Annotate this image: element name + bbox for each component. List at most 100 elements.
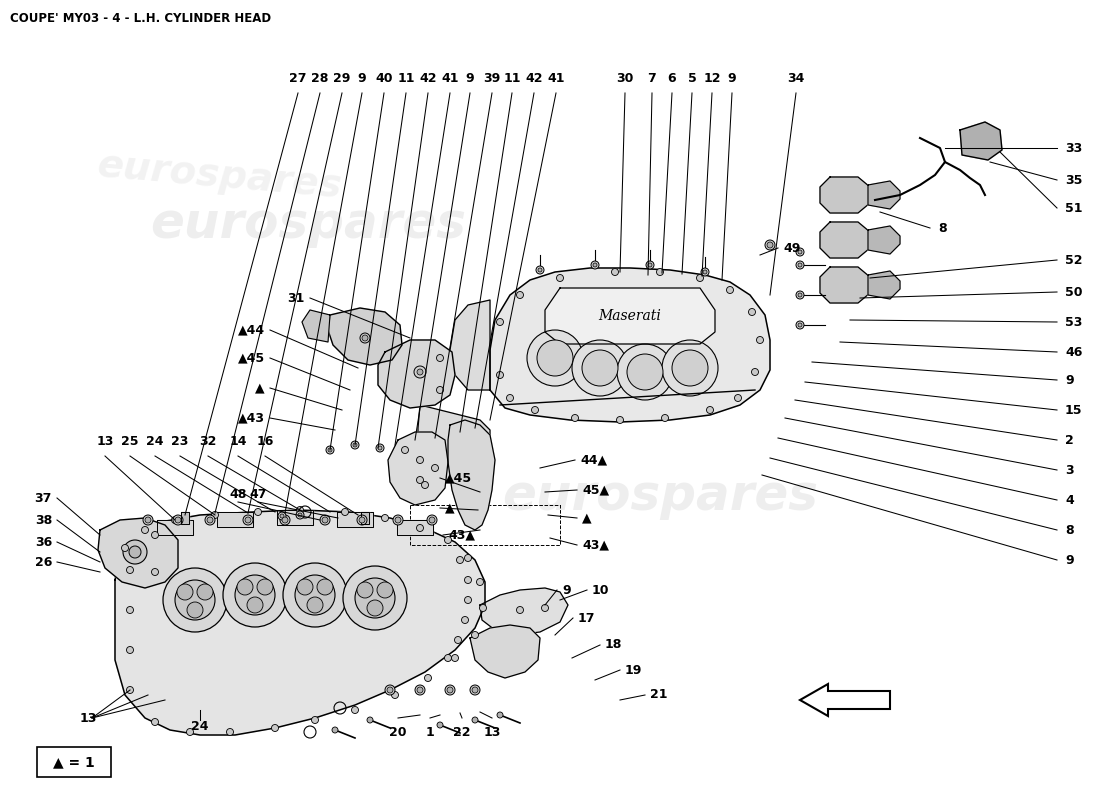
Text: 18: 18 <box>605 638 623 651</box>
Circle shape <box>175 517 182 523</box>
Text: 9: 9 <box>358 72 366 85</box>
Text: 11: 11 <box>397 72 415 85</box>
Circle shape <box>798 263 802 267</box>
Text: 50: 50 <box>1065 286 1082 298</box>
Circle shape <box>662 340 718 396</box>
Text: ▲: ▲ <box>255 382 265 394</box>
Circle shape <box>427 515 437 525</box>
Circle shape <box>278 512 286 520</box>
Circle shape <box>175 580 214 620</box>
Text: 9: 9 <box>562 583 571 597</box>
Circle shape <box>472 717 478 723</box>
Text: 33: 33 <box>1065 142 1082 154</box>
Circle shape <box>351 441 359 449</box>
Circle shape <box>541 605 549 611</box>
Polygon shape <box>868 271 900 299</box>
FancyArrow shape <box>800 684 890 716</box>
Circle shape <box>726 286 734 294</box>
Circle shape <box>378 446 382 450</box>
Text: 52: 52 <box>1065 254 1082 266</box>
Circle shape <box>187 729 194 735</box>
Text: 24: 24 <box>146 435 164 448</box>
Circle shape <box>646 261 654 269</box>
Circle shape <box>341 509 349 515</box>
Circle shape <box>298 513 302 517</box>
Polygon shape <box>448 420 495 530</box>
Polygon shape <box>868 226 900 254</box>
Circle shape <box>796 321 804 329</box>
Circle shape <box>126 606 133 614</box>
Circle shape <box>593 263 597 267</box>
Circle shape <box>735 394 741 402</box>
Circle shape <box>360 333 370 343</box>
Circle shape <box>236 579 253 595</box>
Text: 42: 42 <box>526 72 542 85</box>
Circle shape <box>207 517 213 523</box>
Text: 43▲: 43▲ <box>448 529 475 542</box>
Circle shape <box>437 354 443 362</box>
Polygon shape <box>337 512 373 527</box>
Text: 10: 10 <box>592 583 609 597</box>
Text: 16: 16 <box>256 435 274 448</box>
Text: 28: 28 <box>311 72 329 85</box>
Circle shape <box>177 584 192 600</box>
Circle shape <box>748 309 756 315</box>
Polygon shape <box>397 520 433 535</box>
Polygon shape <box>378 340 455 408</box>
Circle shape <box>223 563 287 627</box>
Text: eurospares: eurospares <box>502 472 818 520</box>
Circle shape <box>272 725 278 731</box>
Circle shape <box>317 579 333 595</box>
Circle shape <box>497 712 503 718</box>
Circle shape <box>572 414 579 422</box>
Circle shape <box>417 457 424 463</box>
Text: 8: 8 <box>1065 523 1074 537</box>
Circle shape <box>764 240 776 250</box>
Polygon shape <box>361 512 368 524</box>
Circle shape <box>152 531 158 538</box>
Polygon shape <box>418 405 490 485</box>
Polygon shape <box>960 122 1002 160</box>
Text: 40: 40 <box>375 72 393 85</box>
Text: 20: 20 <box>389 726 407 739</box>
Circle shape <box>254 509 262 515</box>
Text: 41: 41 <box>441 72 459 85</box>
Circle shape <box>425 674 431 682</box>
Circle shape <box>617 344 673 400</box>
Text: 23: 23 <box>172 435 189 448</box>
Text: COUPE' MY03 - 4 - L.H. CYLINDER HEAD: COUPE' MY03 - 4 - L.H. CYLINDER HEAD <box>10 12 271 25</box>
Circle shape <box>444 654 451 662</box>
Text: 12: 12 <box>703 72 720 85</box>
Circle shape <box>326 446 334 454</box>
Circle shape <box>572 340 628 396</box>
Circle shape <box>444 537 451 543</box>
Circle shape <box>145 517 151 523</box>
Circle shape <box>322 517 328 523</box>
Circle shape <box>367 717 373 723</box>
Text: 25: 25 <box>121 435 139 448</box>
Circle shape <box>798 293 802 297</box>
Circle shape <box>415 685 425 695</box>
Circle shape <box>417 687 424 693</box>
Circle shape <box>245 517 251 523</box>
Circle shape <box>142 526 148 534</box>
Circle shape <box>446 685 455 695</box>
Text: 42: 42 <box>419 72 437 85</box>
Text: ▲ = 1: ▲ = 1 <box>53 755 95 769</box>
Circle shape <box>283 563 346 627</box>
Text: 34: 34 <box>788 72 805 85</box>
Text: 49: 49 <box>783 242 801 254</box>
Text: 2: 2 <box>1065 434 1074 446</box>
Circle shape <box>376 444 384 452</box>
Circle shape <box>129 546 141 558</box>
Text: 30: 30 <box>616 72 634 85</box>
Circle shape <box>557 274 563 282</box>
Circle shape <box>517 291 524 298</box>
Circle shape <box>437 386 443 394</box>
Circle shape <box>591 261 600 269</box>
Text: ▲44: ▲44 <box>238 323 265 337</box>
Circle shape <box>536 266 544 274</box>
Circle shape <box>187 602 204 618</box>
Text: 43▲: 43▲ <box>582 538 609 551</box>
Circle shape <box>476 578 484 586</box>
